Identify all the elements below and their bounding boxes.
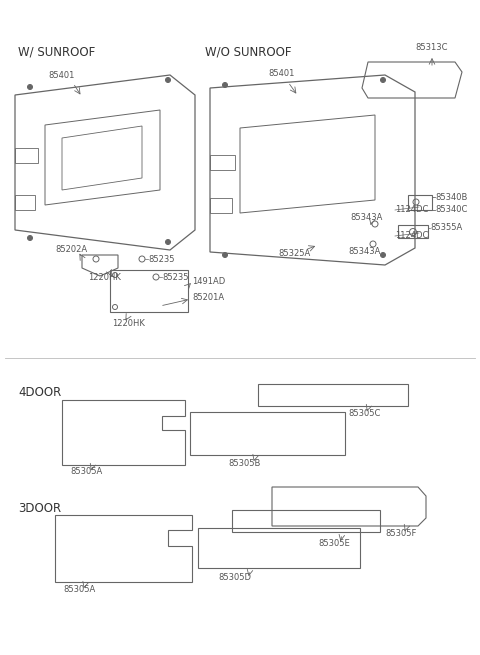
- Text: 3DOOR: 3DOOR: [18, 502, 61, 514]
- Circle shape: [381, 252, 385, 257]
- Text: 85305A: 85305A: [70, 468, 102, 476]
- Circle shape: [27, 84, 33, 90]
- Circle shape: [223, 252, 228, 257]
- Text: 1124DC: 1124DC: [395, 206, 428, 214]
- Text: 85202A: 85202A: [55, 246, 87, 255]
- Text: 85355A: 85355A: [430, 223, 462, 233]
- Circle shape: [223, 83, 228, 88]
- Text: 1124DC: 1124DC: [395, 231, 428, 240]
- Text: W/O SUNROOF: W/O SUNROOF: [205, 45, 291, 58]
- Text: 85401: 85401: [268, 69, 294, 79]
- Text: 1220HK: 1220HK: [88, 274, 121, 282]
- Circle shape: [381, 77, 385, 83]
- Text: 85343A: 85343A: [348, 248, 380, 257]
- Text: 85305E: 85305E: [318, 538, 350, 548]
- Text: 85305D: 85305D: [218, 574, 251, 582]
- Text: 85305A: 85305A: [63, 586, 95, 595]
- Circle shape: [166, 240, 170, 244]
- Text: 85343A: 85343A: [350, 212, 383, 221]
- Text: 4DOOR: 4DOOR: [18, 386, 61, 398]
- Text: 85305B: 85305B: [228, 458, 260, 468]
- Text: 1491AD: 1491AD: [192, 278, 225, 286]
- Text: 1220HK: 1220HK: [112, 320, 145, 329]
- Circle shape: [27, 236, 33, 240]
- Text: 85201A: 85201A: [192, 293, 224, 303]
- Text: 85305C: 85305C: [348, 409, 380, 417]
- Text: 85235: 85235: [148, 255, 175, 263]
- Text: 85340C: 85340C: [435, 206, 468, 214]
- Text: 85235: 85235: [162, 272, 189, 282]
- Text: 85305F: 85305F: [385, 529, 416, 538]
- Text: 85325A: 85325A: [278, 250, 310, 259]
- Text: 85340B: 85340B: [435, 193, 468, 202]
- Circle shape: [166, 77, 170, 83]
- Text: W/ SUNROOF: W/ SUNROOF: [18, 45, 95, 58]
- Text: 85313C: 85313C: [415, 43, 447, 52]
- Text: 85401: 85401: [48, 71, 74, 81]
